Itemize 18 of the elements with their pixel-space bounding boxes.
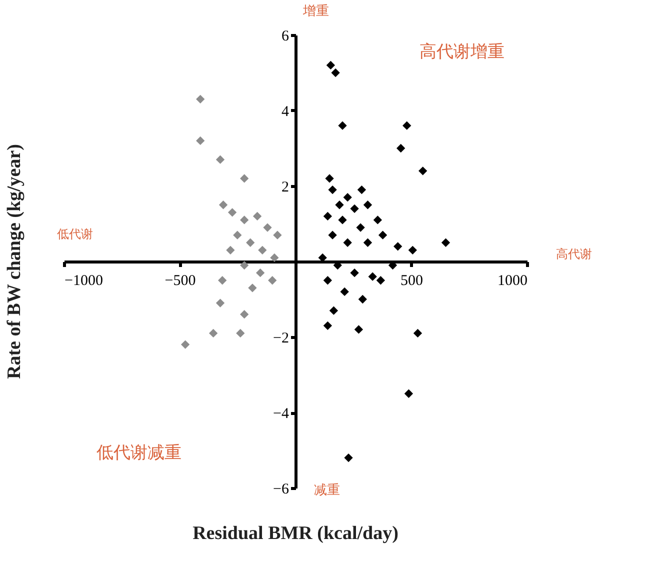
y-tick-label: 6 bbox=[282, 28, 290, 44]
text: 增重 bbox=[302, 4, 329, 19]
y-tick-label: −4 bbox=[273, 406, 290, 422]
x-tick-label: −1000 bbox=[64, 273, 103, 289]
y-tick-label: 2 bbox=[282, 180, 289, 196]
y-tick-label: −6 bbox=[273, 482, 290, 498]
annotation: 低代谢 bbox=[57, 227, 93, 241]
y-tick-label: 4 bbox=[282, 104, 290, 120]
x-tick-label: 1000 bbox=[498, 273, 528, 289]
annotation: 低代谢减重 bbox=[96, 443, 182, 463]
text: 高代谢 bbox=[556, 247, 592, 261]
annotation: 减重 bbox=[314, 483, 340, 498]
x-axis-title: Residual BMR (kcal/day) bbox=[192, 523, 398, 544]
x-tick-label: −500 bbox=[164, 273, 196, 289]
x-tick-label: 500 bbox=[400, 273, 423, 289]
y-axis-title: Rate of BW change (kg/year) bbox=[4, 144, 25, 380]
y-tick-label: −2 bbox=[273, 330, 289, 346]
annotation: 高代谢增重 bbox=[420, 42, 504, 62]
